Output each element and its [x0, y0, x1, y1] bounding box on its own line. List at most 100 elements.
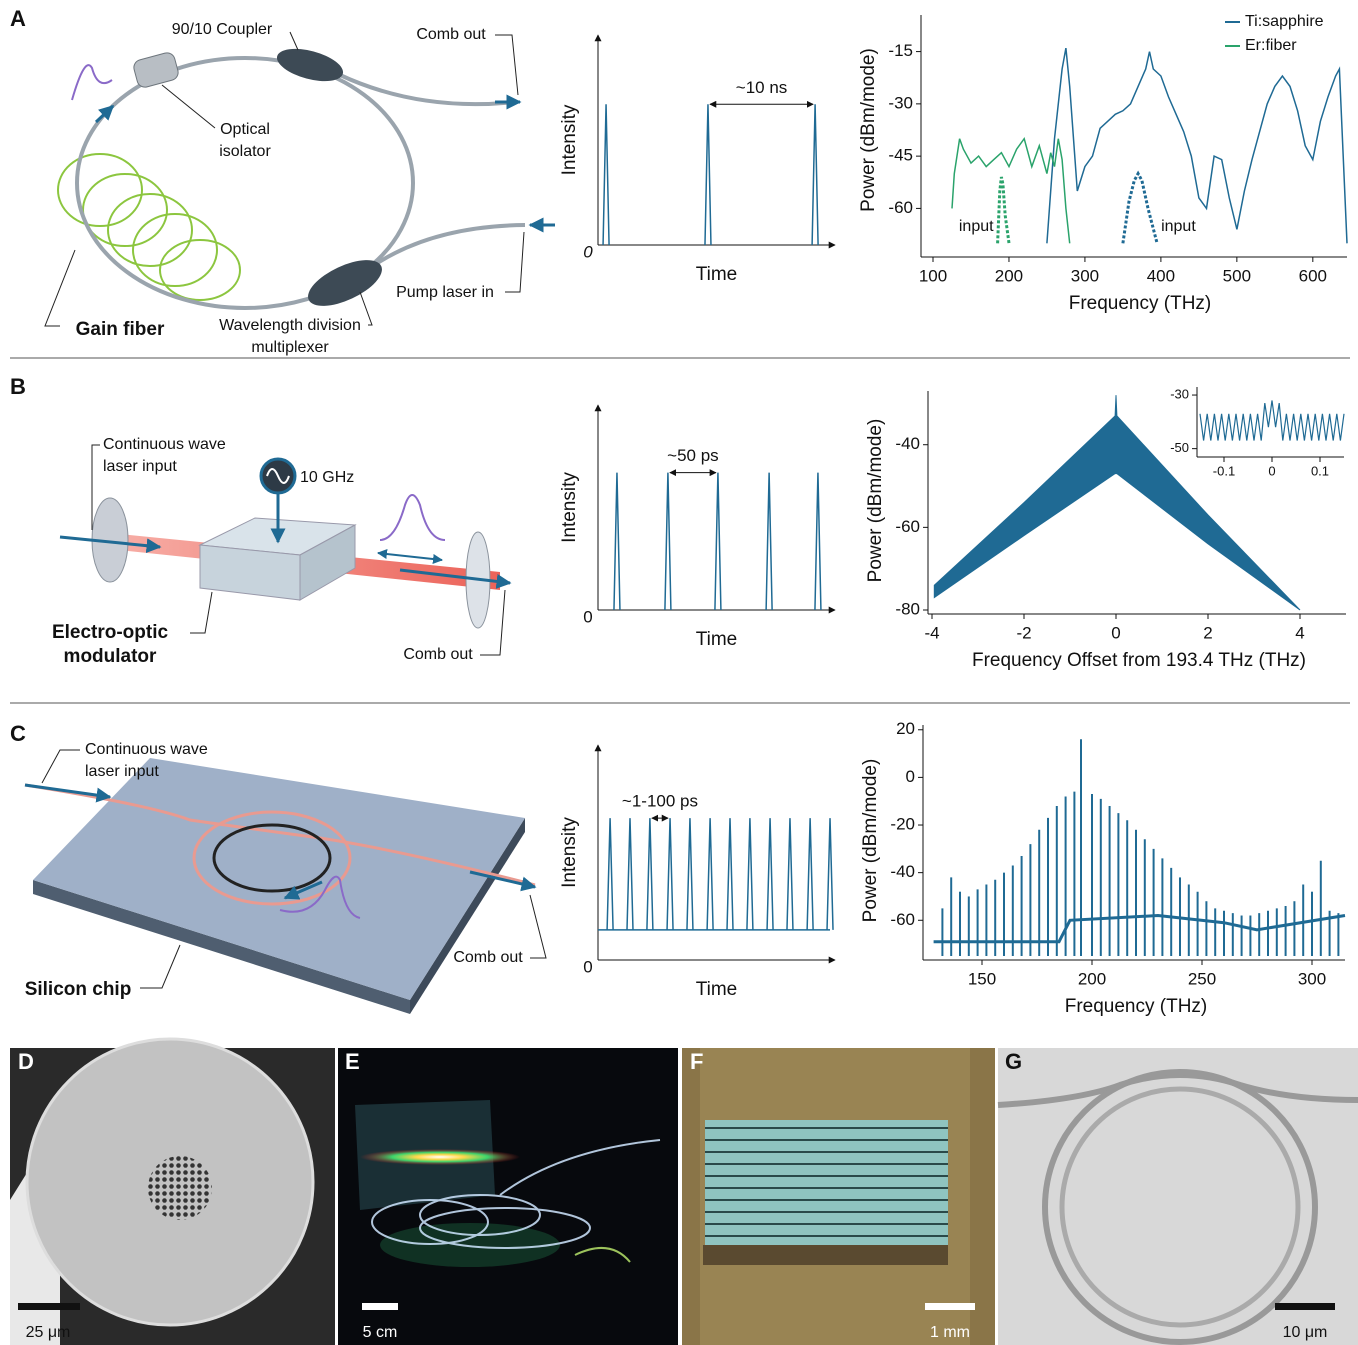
leader-line	[505, 232, 524, 292]
pulse	[715, 473, 721, 610]
fiber-core	[148, 1156, 212, 1220]
label: Wavelength division	[219, 317, 361, 334]
direction-arrow	[25, 785, 110, 797]
pulse	[667, 818, 673, 930]
scale-label: 5 cm	[363, 1324, 398, 1341]
pulse	[614, 473, 620, 610]
x-tick-label: 500	[1223, 266, 1251, 285]
x-tick-label: 600	[1299, 266, 1327, 285]
leader-line	[140, 945, 180, 988]
origin-label: 0	[583, 242, 593, 261]
leader-line	[190, 592, 212, 633]
panel-letter: B	[10, 374, 26, 399]
input-curve	[1123, 174, 1157, 244]
pulse	[607, 818, 613, 930]
y-axis-label: Intensity	[559, 817, 580, 888]
x-axis-label: Time	[696, 629, 738, 650]
x-axis-label: Frequency (THz)	[1065, 996, 1208, 1017]
input-curve	[998, 177, 1009, 243]
x-tick-label: 150	[968, 969, 996, 988]
scale-bar	[925, 1303, 975, 1310]
leader-line	[495, 35, 518, 95]
x-tick-label: 400	[1147, 266, 1175, 285]
pulse	[747, 818, 753, 930]
x-tick-label: 250	[1188, 969, 1216, 988]
leader-line	[45, 250, 75, 326]
panel-letter: D	[18, 1049, 34, 1074]
panel-letter: A	[10, 6, 26, 31]
label: 10 GHz	[300, 469, 354, 486]
photo-d: 25 μm D	[10, 1039, 335, 1345]
glow	[380, 1223, 560, 1267]
x-tick-label: 200	[1078, 969, 1106, 988]
x-tick-label: 100	[919, 266, 947, 285]
pulse	[727, 818, 733, 930]
scale-label: 25 μm	[26, 1324, 71, 1341]
label: isolator	[219, 143, 271, 160]
panel-letter: G	[1005, 1049, 1022, 1074]
y-axis-label: Power (dBm/mode)	[858, 48, 879, 212]
annotation: ~1-100 ps	[622, 792, 698, 811]
chip-array	[705, 1120, 948, 1245]
panel-letter: C	[10, 721, 26, 746]
label: Comb out	[453, 949, 523, 966]
annotation: ~10 ns	[736, 78, 788, 97]
pulse	[787, 818, 793, 930]
x-tick-label: 0	[1111, 623, 1120, 642]
gain-fiber-coil	[58, 154, 240, 300]
label: laser input	[85, 763, 159, 780]
y-tick-label: -40	[890, 862, 915, 881]
label: Pump laser in	[396, 284, 494, 301]
x-tick-label: 2	[1203, 623, 1212, 642]
x-tick-label: 0	[1268, 463, 1275, 478]
y-axis-label: Power (dBm/mode)	[860, 759, 881, 923]
pulse-sketch	[380, 495, 445, 540]
series-line	[1047, 48, 1347, 243]
y-tick-label: -30	[1170, 386, 1189, 401]
pulse	[815, 473, 821, 610]
x-tick-label: -0.1	[1213, 463, 1235, 478]
y-tick-label: -50	[1170, 440, 1189, 455]
y-tick-label: -60	[890, 910, 915, 929]
label: laser input	[103, 458, 177, 475]
label: Gain fiber	[76, 319, 165, 340]
x-tick-label: 0.1	[1311, 463, 1329, 478]
pulse	[627, 818, 633, 930]
diagram-c: C Continuous wave laser input Comb out S…	[10, 721, 546, 1014]
x-tick-label: -4	[924, 623, 939, 642]
pulse	[647, 818, 653, 930]
x-tick-label: 300	[1071, 266, 1099, 285]
pulse	[812, 104, 818, 245]
coupler	[274, 43, 347, 88]
x-axis-label: Frequency Offset from 193.4 THz (THz)	[972, 650, 1306, 671]
pulse	[707, 818, 713, 930]
pulse	[766, 473, 772, 610]
x-tick-label: 4	[1295, 623, 1304, 642]
chip-base	[703, 1245, 948, 1265]
photo-background	[998, 1048, 1358, 1345]
pulse	[705, 104, 711, 245]
diagram-a: A 90/10 Coupler Comb out Optical isolato…	[10, 6, 555, 356]
label: modulator	[64, 646, 157, 667]
label: Comb out	[403, 646, 473, 663]
input-label: input	[1161, 218, 1196, 235]
label: Silicon chip	[25, 979, 132, 1000]
y-tick-label: -60	[888, 198, 913, 217]
x-axis-label: Time	[696, 264, 738, 285]
annotation: ~50 ps	[667, 446, 719, 465]
label: multiplexer	[251, 339, 329, 356]
label: Continuous wave	[103, 436, 226, 453]
pulse	[687, 818, 693, 930]
scale-label: 10 μm	[1283, 1324, 1328, 1341]
scale-label: 1 mm	[930, 1324, 970, 1341]
origin-label: 0	[583, 957, 592, 976]
panel-letter: E	[345, 1049, 360, 1074]
legend-label: Ti:sapphire	[1245, 13, 1324, 30]
y-axis-label: Power (dBm/mode)	[865, 419, 886, 583]
pulse-sketch	[72, 65, 112, 100]
scale-bar	[1275, 1303, 1335, 1310]
label: Comb out	[416, 26, 486, 43]
photo-f: 1 mm F	[682, 1048, 995, 1345]
y-axis-label: Intensity	[559, 104, 580, 175]
y-tick-label: 0	[906, 767, 915, 786]
